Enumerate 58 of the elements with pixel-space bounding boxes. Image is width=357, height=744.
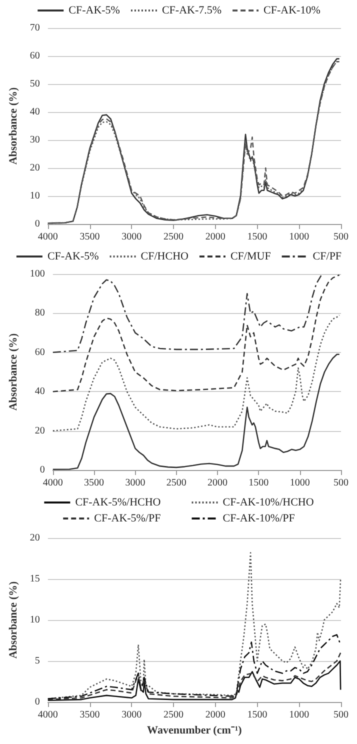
y-tick-label: 30 (30, 134, 40, 146)
x-tick-label: 1000 (289, 232, 310, 242)
legend-label: CF-AK-5%/HCHO (75, 496, 161, 508)
x-tick-label: 4000 (38, 232, 58, 242)
x-tick-label: 2500 (164, 232, 184, 242)
y-tick-label: 100 (30, 268, 45, 280)
y-tick-label: 15 (30, 574, 40, 584)
x-tick-label: 1500 (247, 232, 268, 242)
y-tick-label: 10 (30, 614, 40, 626)
legend-label: CF-AK-5% (68, 4, 120, 16)
y-tick-label: 20 (30, 532, 40, 544)
x-tick-label: 2000 (208, 478, 228, 488)
x-tick-label: 500 (334, 478, 348, 488)
legend-label: CF-AK-7.5% (162, 4, 222, 16)
x-tick-label: 500 (334, 710, 348, 720)
y-tick-label: 20 (30, 162, 40, 174)
y-tick-label: 60 (34, 346, 45, 358)
y-tick-label: 80 (34, 308, 45, 319)
legend-label: CF-AK-5%/PF (94, 512, 161, 524)
y-tick-label: 5 (34, 656, 40, 666)
y-tick-label: 40 (34, 386, 45, 398)
legend-label: CF/MUF (230, 250, 271, 262)
legend-label: CF-AK-10%/HCHO (222, 496, 314, 508)
x-tick-label: 4000 (42, 478, 63, 488)
x-tick-label: 1500 (247, 710, 268, 720)
y-tick-label: 70 (30, 22, 40, 34)
legend-label: CF/HCHO (140, 250, 189, 262)
x-tick-label: 2500 (164, 710, 184, 720)
y-tick-label: 10 (30, 190, 40, 202)
y-tick-label: 0 (34, 218, 40, 230)
y-axis-title: Absorbance (%) (8, 581, 20, 659)
y-tick-label: 0 (34, 696, 40, 708)
y-tick-label: 60 (30, 50, 40, 62)
legend-label: CF-AK-10%/PF (222, 512, 295, 524)
x-tick-label: 1500 (248, 478, 269, 488)
y-axis-title: Absorbance (%) (8, 333, 20, 411)
y-axis-title: Absorbance (%) (8, 87, 20, 165)
x-tick-label: 2000 (205, 710, 226, 720)
legend-label: CF/PF (312, 250, 342, 262)
y-tick-label: 20 (34, 425, 45, 436)
legend-label: CF-AK-5% (47, 250, 99, 262)
x-tick-label: 3500 (80, 710, 100, 720)
x-tick-label: 1000 (290, 478, 310, 488)
x-tick-label: 2500 (166, 478, 186, 488)
x-tick-label: 4000 (38, 710, 58, 720)
x-axis-title: Wavenumber (cm⁻¹) (147, 724, 242, 736)
y-tick-label: 40 (30, 106, 40, 118)
y-tick-label: 0 (40, 464, 45, 476)
x-tick-label: 3000 (122, 232, 142, 242)
x-tick-label: 2000 (205, 232, 226, 242)
y-tick-label: 50 (30, 78, 40, 90)
x-tick-label: 3500 (80, 232, 100, 242)
x-tick-label: 3000 (125, 478, 146, 488)
x-tick-label: 1000 (289, 710, 310, 720)
x-tick-label: 3000 (122, 710, 142, 720)
x-tick-label: 500 (334, 232, 348, 242)
x-tick-label: 3500 (84, 478, 104, 488)
legend-label: CF-AK-10% (264, 4, 320, 16)
